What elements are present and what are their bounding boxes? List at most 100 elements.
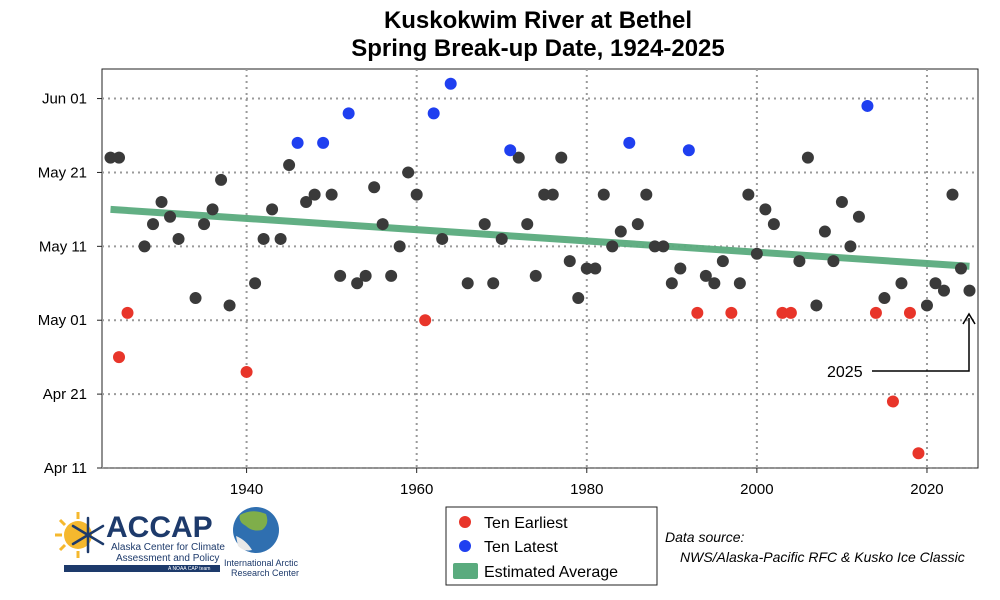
source-line1: Data source: bbox=[665, 529, 744, 545]
data-point-normal-2023 bbox=[946, 188, 959, 201]
data-point-normal-1984 bbox=[614, 225, 627, 238]
data-point-normal-1986 bbox=[631, 218, 644, 231]
data-points bbox=[104, 77, 976, 460]
data-point-latest-1971 bbox=[504, 144, 517, 157]
data-point-normal-1935 bbox=[198, 218, 211, 231]
data-point-normal-1944 bbox=[274, 232, 287, 245]
chart-title-line1: Kuskokwim River at Bethel bbox=[384, 7, 692, 34]
data-point-earliest-1997 bbox=[725, 306, 738, 319]
data-point-normal-1982 bbox=[597, 188, 610, 201]
iarc-logo: International Arctic Research Center bbox=[224, 507, 299, 578]
data-point-normal-1991 bbox=[674, 262, 687, 275]
data-point-normal-1977 bbox=[555, 151, 568, 164]
accap-line2: Assessment and Policy bbox=[116, 553, 219, 564]
data-point-normal-2017 bbox=[895, 277, 908, 290]
data-point-normal-1931 bbox=[164, 210, 177, 223]
data-point-normal-1990 bbox=[665, 277, 678, 290]
data-point-normal-1934 bbox=[189, 292, 202, 305]
data-point-normal-1953 bbox=[351, 277, 364, 290]
x-tick-label: 1940 bbox=[230, 481, 263, 498]
x-tick-label: 1980 bbox=[570, 481, 603, 498]
data-point-normal-2011 bbox=[844, 240, 857, 253]
data-point-earliest-2003 bbox=[776, 306, 789, 319]
data-point-normal-1938 bbox=[223, 299, 236, 312]
source-line2: NWS/Alaska-Pacific RFC & Kusko Ice Class… bbox=[680, 549, 965, 565]
x-tick-label: 1960 bbox=[400, 481, 433, 498]
data-point-normal-2022 bbox=[937, 284, 950, 297]
annotation-2025: 2025 bbox=[827, 312, 976, 381]
data-point-normal-1974 bbox=[529, 269, 542, 282]
data-point-latest-1992 bbox=[682, 144, 695, 157]
data-point-latest-1946 bbox=[291, 136, 304, 149]
data-point-normal-1987 bbox=[640, 188, 653, 201]
data-point-earliest-1993 bbox=[691, 306, 704, 319]
data-point-normal-1996 bbox=[716, 255, 729, 268]
data-point-earliest-1940 bbox=[240, 365, 253, 378]
accap-logo: ACCAP Alaska Center for Climate Assessme… bbox=[55, 511, 225, 572]
legend-box bbox=[445, 506, 658, 586]
data-point-normal-1979 bbox=[572, 292, 585, 305]
data-point-normal-1956 bbox=[376, 218, 389, 231]
y-tick-label: May 01 bbox=[38, 312, 87, 329]
accap-tag: A NOAA CAP team bbox=[168, 566, 210, 572]
chart-title-line2: Spring Break-up Date, 1924-2025 bbox=[351, 35, 725, 62]
sun-icon bbox=[55, 512, 92, 558]
data-point-latest-1952 bbox=[342, 107, 355, 120]
iarc-line1: International Arctic bbox=[224, 558, 299, 568]
data-point-normal-1928 bbox=[138, 240, 151, 253]
data-point-normal-1963 bbox=[436, 232, 449, 245]
data-point-latest-1962 bbox=[427, 107, 440, 120]
data-point-normal-1943 bbox=[266, 203, 279, 216]
data-point-normal-1978 bbox=[563, 255, 576, 268]
data-point-normal-2010 bbox=[835, 196, 848, 208]
data-point-normal-1951 bbox=[334, 269, 347, 282]
data-point-normal-1968 bbox=[478, 218, 491, 231]
data-point-normal-1947 bbox=[300, 196, 313, 208]
legend-label-latest: Ten Latest bbox=[484, 539, 558, 556]
data-point-normal-2007 bbox=[810, 299, 823, 312]
data-point-latest-1985 bbox=[623, 136, 636, 149]
plot-area bbox=[101, 68, 979, 469]
data-point-normal-1957 bbox=[385, 269, 398, 282]
legend: Ten Earliest Ten Latest Estimated Averag… bbox=[445, 506, 658, 586]
data-point-earliest-2016 bbox=[886, 395, 899, 408]
data-point-normal-2005 bbox=[793, 255, 806, 268]
y-tick-label: Jun 01 bbox=[42, 91, 87, 108]
data-point-normal-1970 bbox=[495, 232, 508, 245]
data-point-normal-2012 bbox=[852, 210, 865, 223]
data-point-normal-2024 bbox=[954, 262, 967, 275]
data-point-normal-2009 bbox=[827, 255, 840, 268]
data-point-latest-2013 bbox=[861, 99, 874, 112]
data-point-normal-1932 bbox=[172, 232, 185, 245]
data-point-normal-1994 bbox=[699, 269, 712, 282]
legend-marker-earliest bbox=[459, 516, 471, 528]
data-point-normal-1929 bbox=[147, 218, 160, 231]
estimated-average-line bbox=[110, 205, 970, 270]
accap-name: ACCAP bbox=[106, 511, 213, 544]
annotation-label: 2025 bbox=[827, 364, 863, 381]
data-point-normal-2020 bbox=[920, 299, 933, 312]
data-point-normal-1959 bbox=[402, 166, 415, 179]
data-point-normal-2006 bbox=[801, 151, 814, 164]
data-point-normal-1930 bbox=[155, 196, 168, 208]
data-point-latest-1949 bbox=[317, 136, 330, 149]
data-point-earliest-1961 bbox=[419, 314, 432, 327]
data-point-normal-2021 bbox=[929, 277, 942, 290]
data-point-earliest-1925 bbox=[113, 351, 126, 364]
legend-marker-latest bbox=[459, 540, 471, 552]
y-axis-tick-labels: Apr 11 Apr 21 May 01 May 11 May 21 Jun 01 bbox=[38, 91, 87, 477]
data-point-earliest-2019 bbox=[912, 447, 925, 460]
data-point-normal-1988 bbox=[648, 240, 661, 253]
data-point-normal-2001 bbox=[759, 203, 772, 216]
accap-line1: Alaska Center for Climate bbox=[111, 542, 225, 553]
data-point-normal-1950 bbox=[325, 188, 338, 201]
data-point-normal-1941 bbox=[249, 277, 262, 290]
data-point-normal-1972 bbox=[512, 151, 525, 164]
annotation-arrowhead bbox=[962, 312, 976, 325]
data-point-latest-1964 bbox=[444, 77, 457, 90]
data-point-normal-1981 bbox=[589, 262, 602, 275]
data-point-normal-1989 bbox=[657, 240, 670, 253]
legend-marker-average bbox=[453, 563, 478, 579]
data-point-normal-1924 bbox=[104, 151, 117, 164]
x-axis-tick-labels: 1940 1960 1980 2000 2020 bbox=[230, 481, 944, 498]
